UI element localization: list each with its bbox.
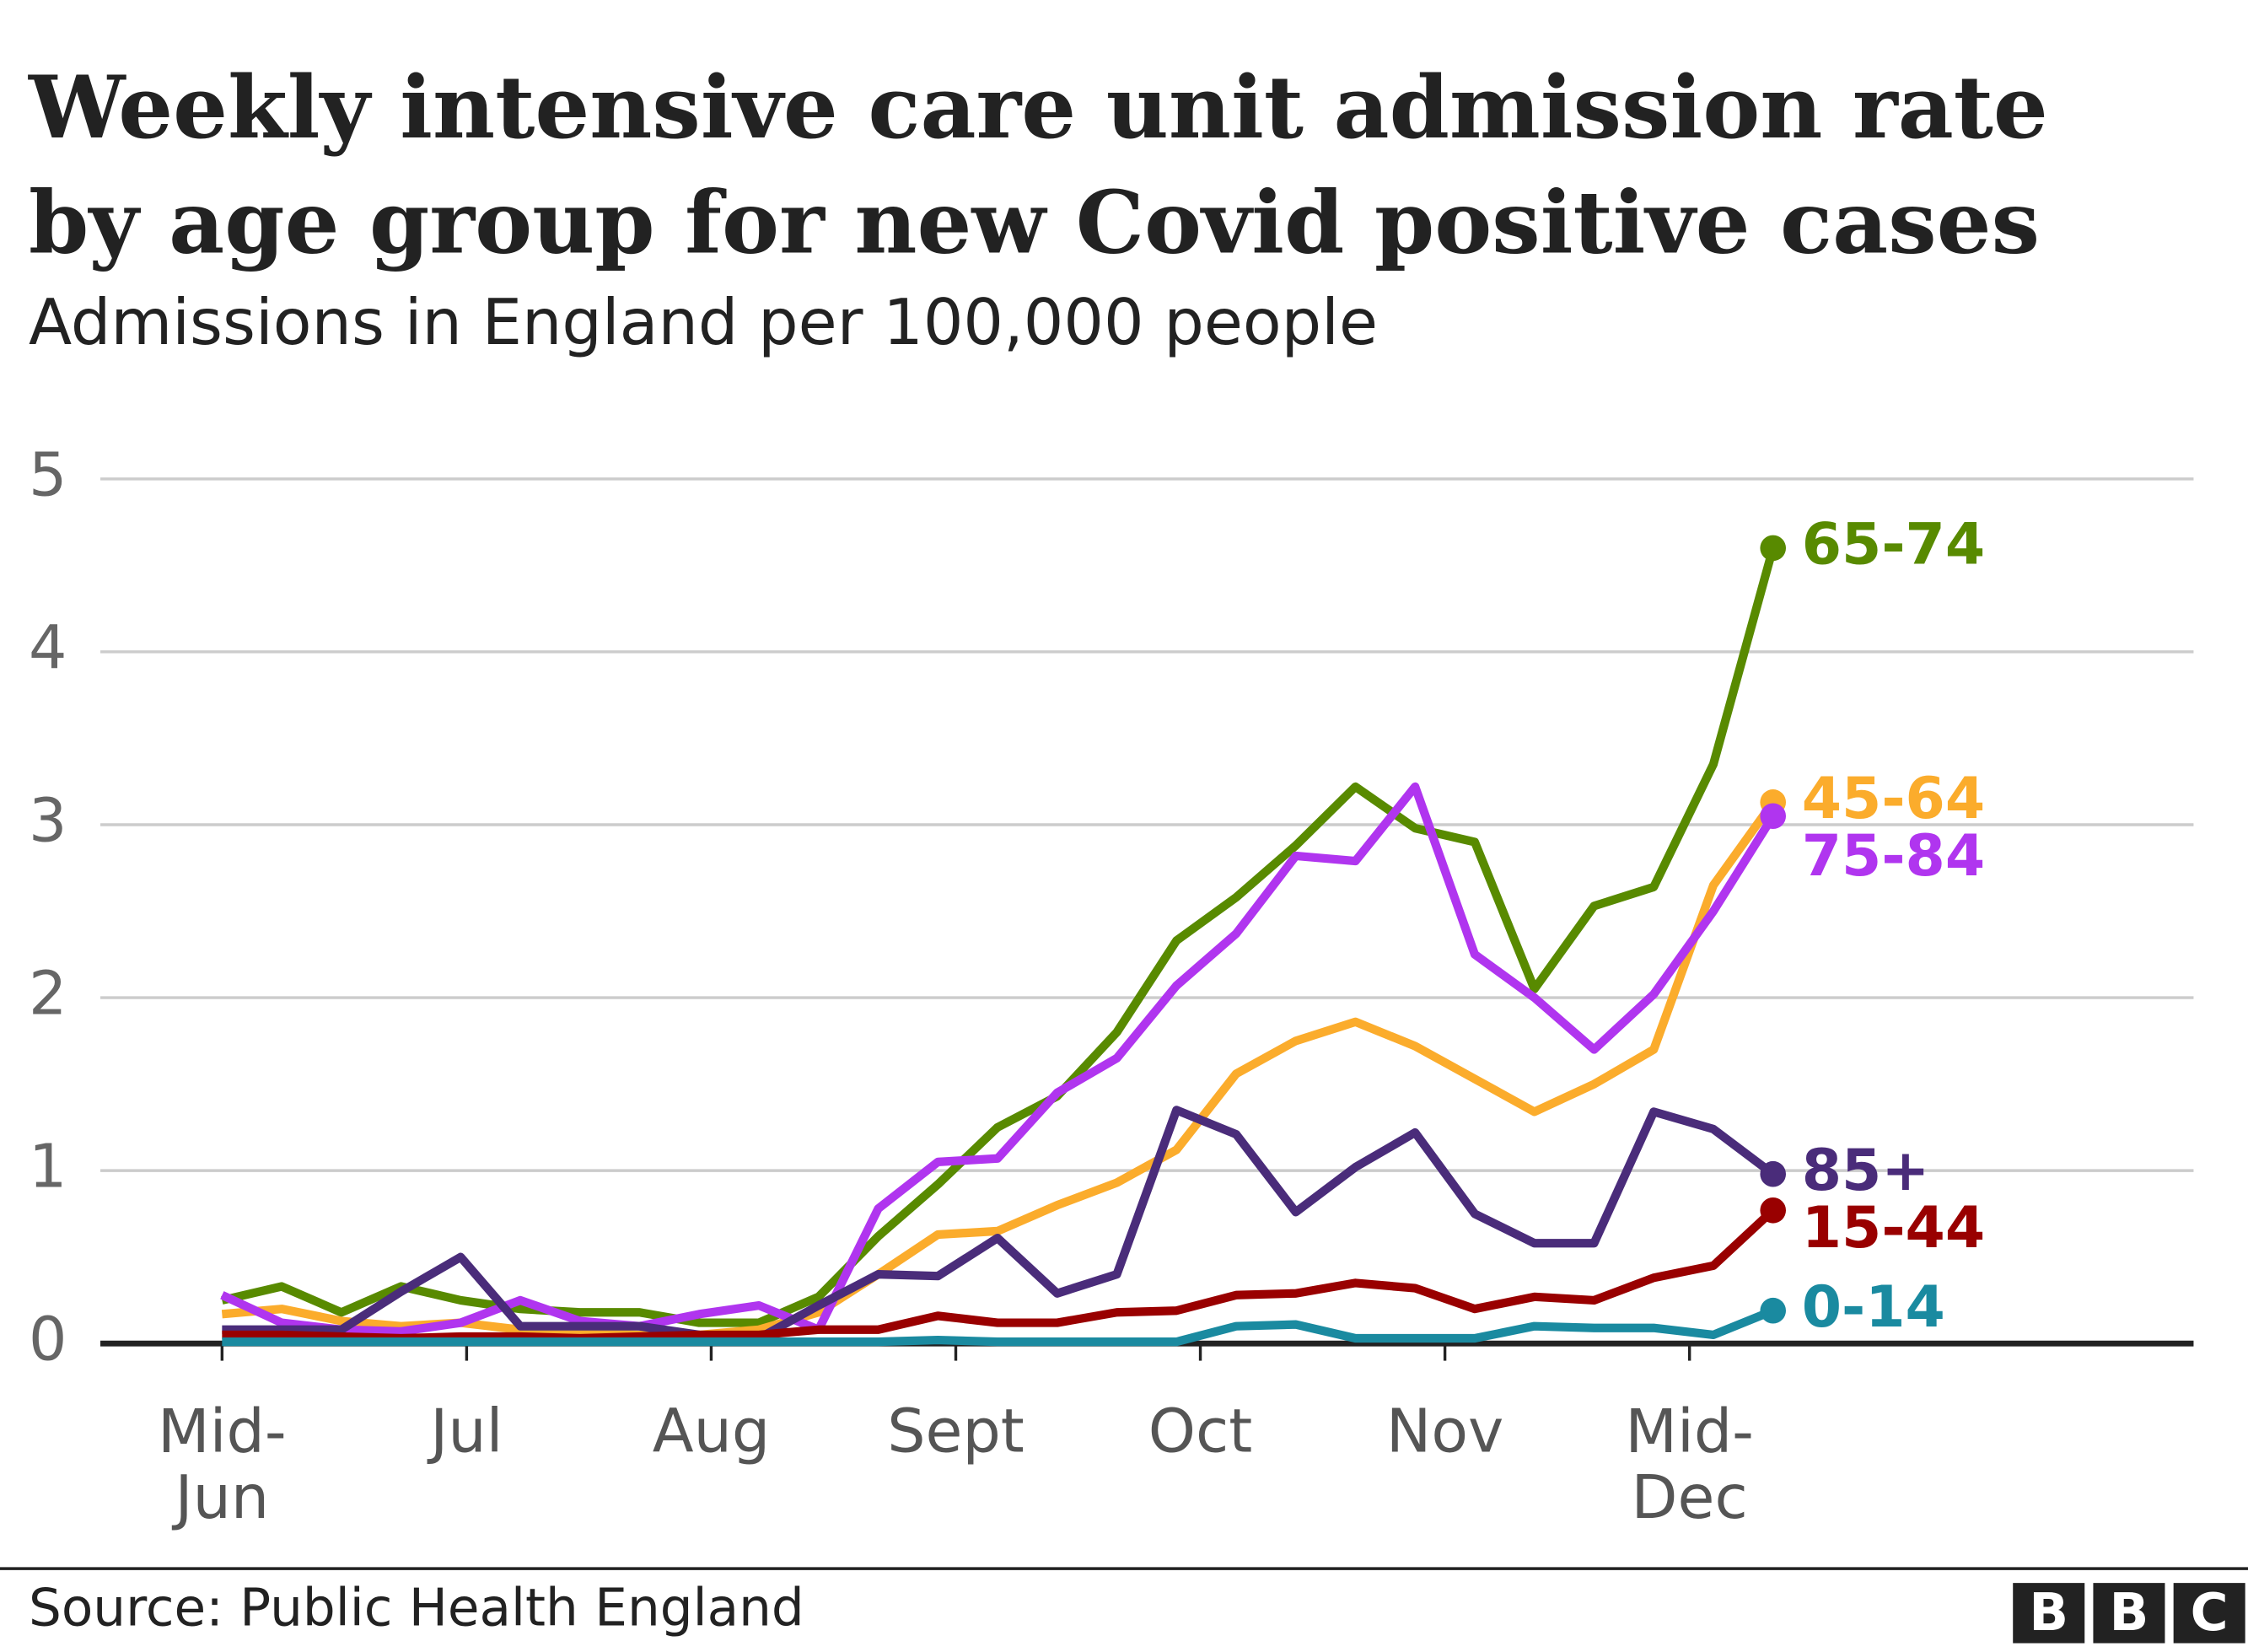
y-tick-label: 3 (29, 786, 67, 856)
legend-label: 0-14 (1802, 1274, 1945, 1341)
x-tick-label: Mid-Jun (158, 1396, 287, 1532)
chart-title: Weekly intensive care unit admission rat… (29, 58, 2048, 274)
line (222, 1106, 1776, 1343)
logo-box (2013, 1583, 2085, 1644)
y-tick-label: 1 (29, 1132, 67, 1202)
legend-label: 65-74 (1802, 511, 1985, 578)
x-tick-label: Oct (1148, 1396, 1252, 1466)
logo-letter: B (2110, 1583, 2149, 1643)
end-dot (1760, 1297, 1787, 1324)
y-tick-label: 4 (29, 612, 67, 682)
logo-letter: B (2029, 1583, 2068, 1643)
line (220, 782, 1777, 1336)
legend-label: 75-84 (1802, 823, 1985, 890)
end-dot (1760, 1197, 1787, 1224)
end-dot (1760, 535, 1787, 562)
line (222, 1306, 1775, 1347)
line (222, 1207, 1777, 1343)
line (221, 799, 1777, 1340)
end-dot (1760, 1160, 1787, 1187)
y-tick-label: 0 (29, 1305, 67, 1375)
y-tick-label: 5 (29, 439, 67, 509)
y-tick-label: 2 (29, 959, 67, 1029)
logo-box (2093, 1583, 2165, 1644)
legend-label: 45-64 (1802, 766, 1985, 832)
chart-subtitle: Admissions in England per 100,000 people (29, 287, 1378, 360)
source: Source: Public Health England (29, 1579, 804, 1639)
x-tick-label: Mid-Dec (1625, 1396, 1754, 1532)
line (221, 546, 1777, 1327)
logo-letter: C (2191, 1583, 2229, 1643)
end-dot (1760, 803, 1787, 830)
x-tick-label: Sept (887, 1396, 1025, 1466)
x-tick-label: Aug (653, 1396, 770, 1466)
x-tick-label: Jul (427, 1396, 503, 1466)
legend-label: 15-44 (1802, 1195, 1985, 1262)
legend-label: 85+ (1802, 1138, 1930, 1204)
x-tick-label: Nov (1386, 1396, 1503, 1466)
logo-box (2173, 1583, 2245, 1644)
